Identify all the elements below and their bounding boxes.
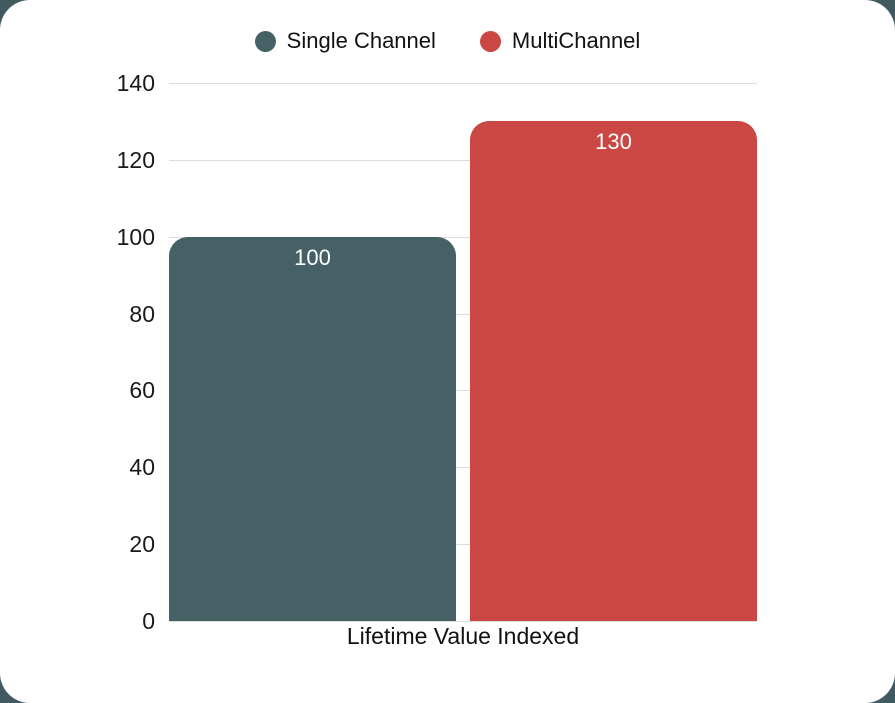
gridline bbox=[169, 621, 757, 622]
y-tick-label: 40 bbox=[129, 454, 155, 481]
y-tick-label: 120 bbox=[116, 146, 155, 173]
gridline bbox=[169, 390, 757, 392]
legend-item-multichannel: MultiChannel bbox=[479, 28, 641, 54]
y-tick-label: 80 bbox=[129, 300, 155, 327]
gridline bbox=[169, 83, 757, 84]
gridline bbox=[169, 313, 757, 315]
gridlines bbox=[169, 83, 757, 622]
x-axis-label: Lifetime Value Indexed bbox=[346, 623, 580, 649]
plot-area: 100 130 bbox=[169, 83, 757, 622]
legend-dot-multichannel-icon bbox=[479, 30, 501, 52]
bar-multichannel: 130 bbox=[470, 121, 757, 621]
gridline bbox=[169, 236, 757, 238]
y-tick-label: 60 bbox=[129, 377, 155, 404]
y-axis: 0 20 40 60 80 100 120 140 bbox=[0, 70, 155, 634]
gridline bbox=[169, 544, 757, 546]
legend: Single Channel MultiChannel bbox=[0, 28, 895, 54]
legend-label-single-channel: Single Channel bbox=[286, 28, 436, 53]
bar-value-label-multichannel: 130 bbox=[595, 129, 632, 155]
bar-value-label-single-channel: 100 bbox=[294, 244, 331, 270]
gridline bbox=[169, 159, 757, 161]
legend-label-multichannel: MultiChannel bbox=[511, 28, 641, 53]
gridline bbox=[169, 467, 757, 469]
legend-item-single-channel: Single Channel bbox=[254, 28, 436, 54]
y-tick-label: 100 bbox=[116, 223, 155, 250]
y-tick-label: 140 bbox=[116, 70, 155, 96]
y-tick-label: 0 bbox=[142, 608, 155, 634]
y-tick-label: 20 bbox=[129, 531, 155, 558]
bar-group: 100 130 bbox=[169, 83, 757, 621]
bar-single-channel: 100 bbox=[169, 236, 456, 621]
legend-dot-single-channel-icon bbox=[254, 30, 276, 52]
